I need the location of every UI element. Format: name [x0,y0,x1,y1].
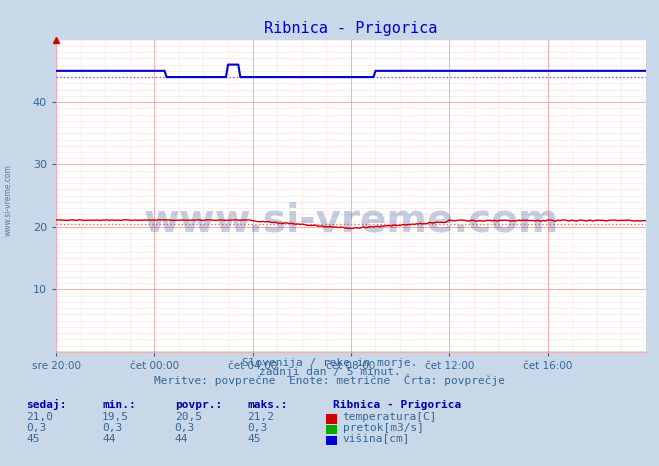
Text: pretok[m3/s]: pretok[m3/s] [343,423,424,433]
Text: 44: 44 [175,434,188,444]
Text: www.si-vreme.com: www.si-vreme.com [143,202,559,240]
Text: 0,3: 0,3 [247,423,268,433]
Text: Ribnica - Prigorica: Ribnica - Prigorica [333,400,461,410]
Text: min.:: min.: [102,400,136,410]
Text: Meritve: povprečne  Enote: metrične  Črta: povprečje: Meritve: povprečne Enote: metrične Črta:… [154,375,505,386]
Text: 0,3: 0,3 [26,423,47,433]
Text: sedaj:: sedaj: [26,399,67,410]
Text: temperatura[C]: temperatura[C] [343,412,437,422]
Text: 45: 45 [247,434,260,444]
Text: www.si-vreme.com: www.si-vreme.com [4,164,13,236]
Text: 45: 45 [26,434,40,444]
Text: 0,3: 0,3 [102,423,123,433]
Text: zadnji dan / 5 minut.: zadnji dan / 5 minut. [258,367,401,377]
Text: maks.:: maks.: [247,400,287,410]
Text: 0,3: 0,3 [175,423,195,433]
Text: 44: 44 [102,434,115,444]
Text: višina[cm]: višina[cm] [343,433,410,444]
Text: Slovenija / reke in morje.: Slovenija / reke in morje. [242,358,417,368]
Title: Ribnica - Prigorica: Ribnica - Prigorica [264,21,438,36]
Text: 20,5: 20,5 [175,412,202,422]
Text: 21,0: 21,0 [26,412,53,422]
Text: 21,2: 21,2 [247,412,274,422]
Text: 19,5: 19,5 [102,412,129,422]
Text: povpr.:: povpr.: [175,400,222,410]
